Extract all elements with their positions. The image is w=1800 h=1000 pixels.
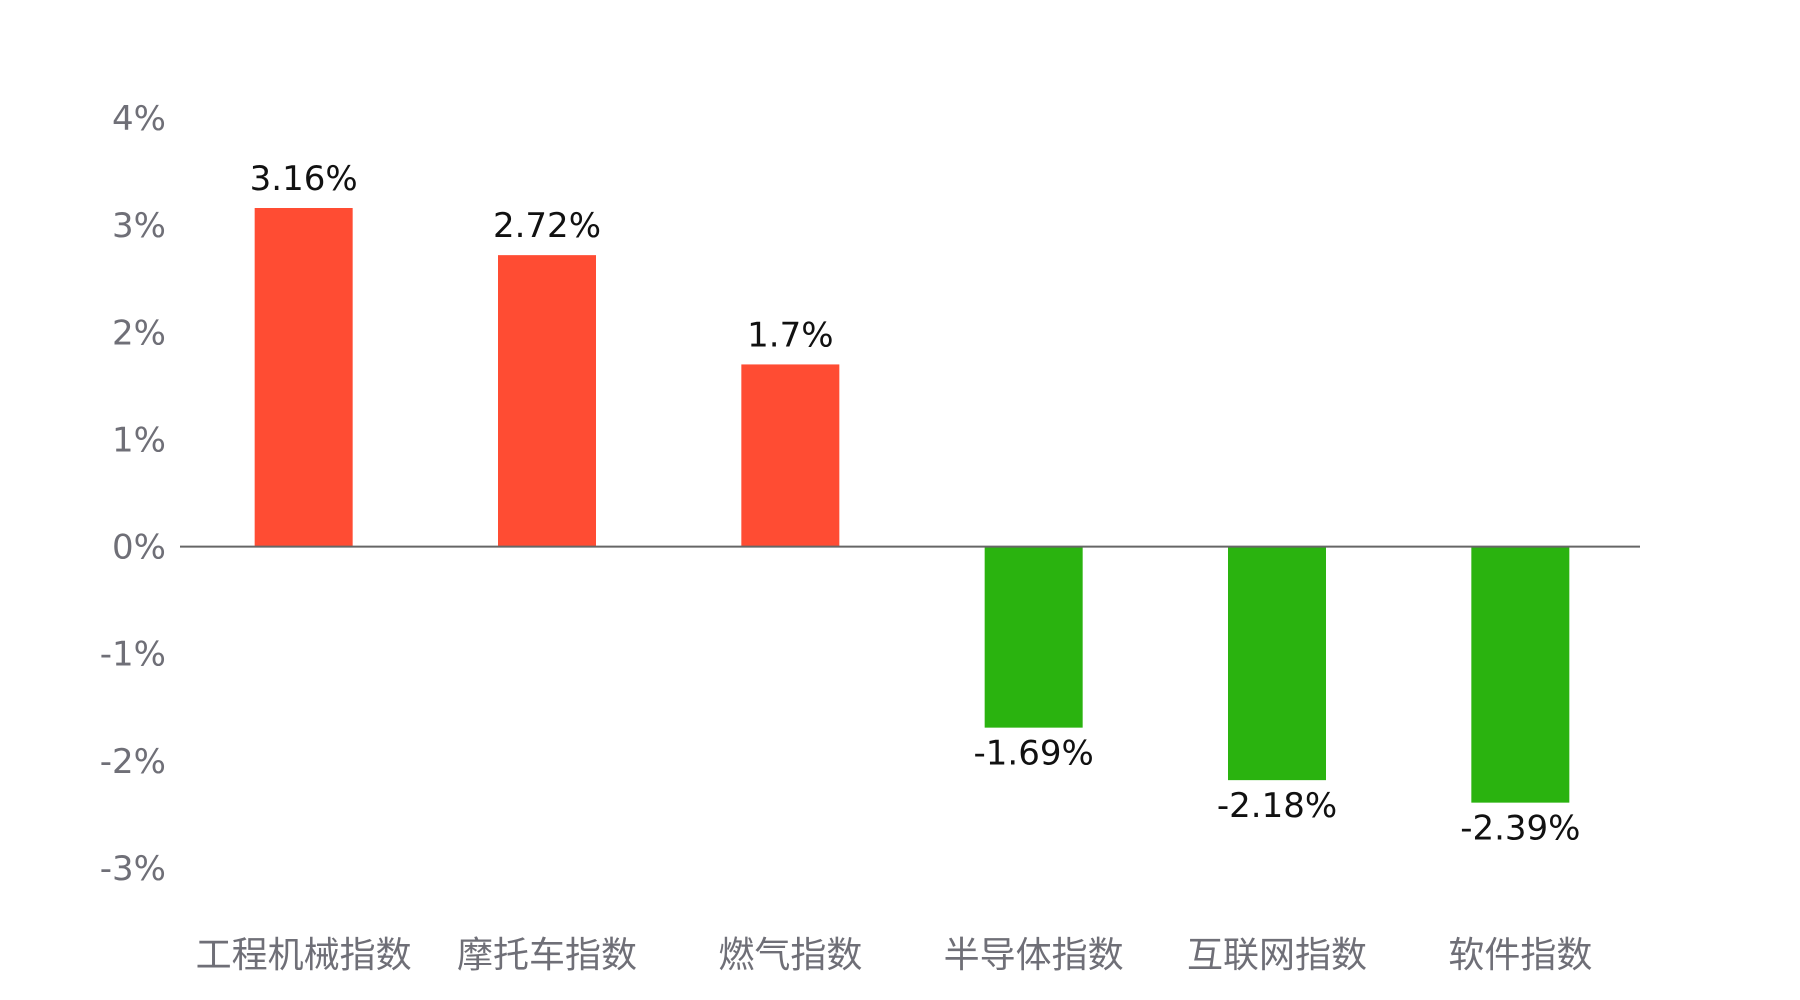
x-tick-label: 互联网指数 — [1187, 935, 1367, 976]
data-label: -2.18% — [1217, 786, 1337, 826]
x-tick-label: 燃气指数 — [718, 935, 862, 976]
data-label: -2.39% — [1460, 809, 1580, 849]
bar — [741, 364, 840, 547]
bar — [984, 546, 1083, 728]
bar — [1471, 546, 1570, 803]
x-axis: 工程机械指数 摩托车指数 燃气指数 半导体指数 互联网指数 软件指数 — [196, 935, 1593, 976]
y-tick-label: 4% — [112, 99, 166, 139]
data-labels: 3.16% 2.72% 1.7% -1.69% -2.18% -2.39% — [250, 159, 1581, 849]
y-axis: 4% 3% 2% 1% 0% -1% -2% -3% — [100, 99, 166, 889]
y-tick-label: 3% — [112, 206, 166, 246]
y-tick-label: 1% — [112, 420, 166, 460]
bar — [1228, 546, 1326, 781]
data-label: -1.69% — [974, 734, 1094, 774]
x-tick-label: 摩托车指数 — [457, 935, 637, 976]
x-tick-label: 软件指数 — [1448, 935, 1592, 976]
y-tick-label: 2% — [112, 313, 166, 353]
bar — [254, 208, 353, 547]
data-label: 1.7% — [747, 315, 833, 355]
y-tick-label: -1% — [100, 635, 166, 675]
y-tick-label: -2% — [100, 742, 166, 782]
x-tick-label: 半导体指数 — [944, 935, 1124, 976]
x-tick-label: 工程机械指数 — [196, 935, 412, 976]
bar — [498, 255, 596, 547]
data-label: 3.16% — [250, 159, 358, 199]
data-label: 2.72% — [493, 206, 601, 246]
bars — [254, 208, 1570, 803]
y-tick-label: 0% — [112, 528, 166, 568]
y-tick-label: -3% — [100, 849, 166, 889]
